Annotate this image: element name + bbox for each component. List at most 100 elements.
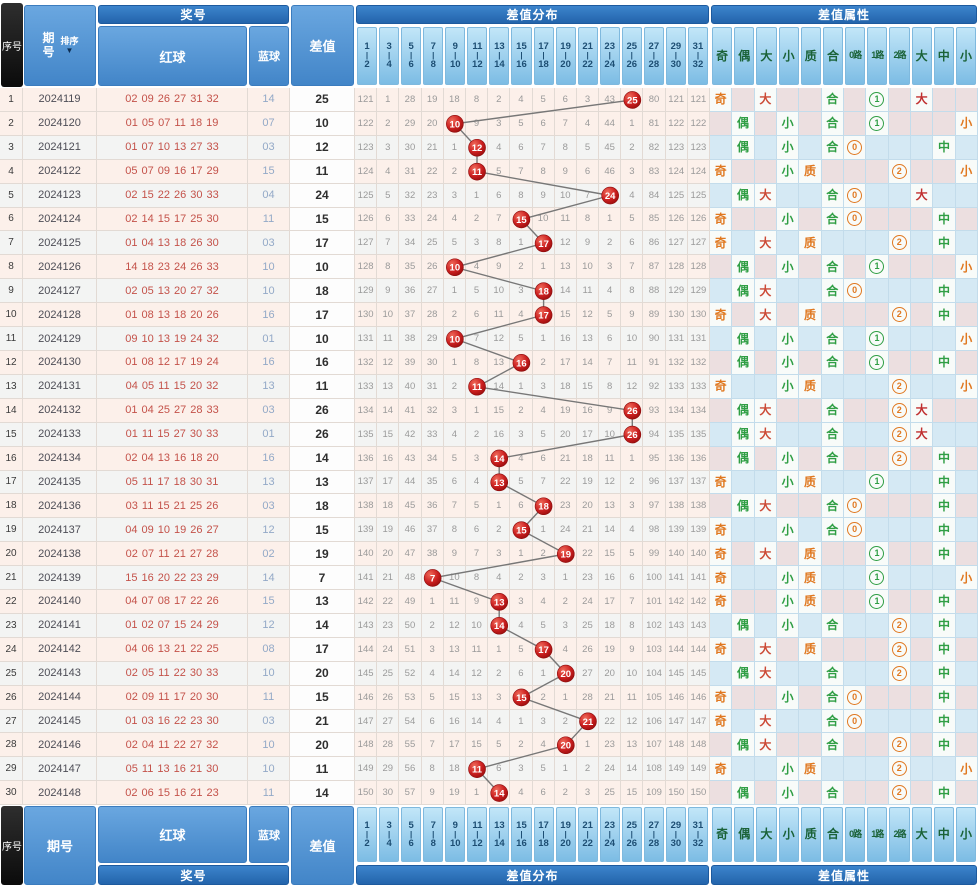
attribute-mark: 中 bbox=[937, 546, 950, 561]
attribute-mark: 0 bbox=[847, 689, 863, 705]
distribution-cell: 45 bbox=[599, 135, 622, 160]
distribution-cell: 101 bbox=[643, 590, 666, 614]
distribution-cell: 10 bbox=[465, 613, 489, 638]
attribute-cell bbox=[910, 207, 934, 232]
distribution-column-header: 7 | 8 bbox=[423, 27, 444, 85]
attribute-mark: 中 bbox=[937, 235, 950, 250]
attribute-cell: 2 bbox=[888, 757, 911, 782]
distribution-cell: 97 bbox=[643, 494, 666, 519]
red-ball-number: 12 bbox=[157, 356, 170, 369]
distribution-cell: 15 bbox=[443, 685, 466, 710]
red-balls-cell: 02 05 13 20 27 32 bbox=[97, 279, 248, 304]
attribute-cell bbox=[754, 135, 777, 160]
distribution-cell: 2 bbox=[443, 159, 466, 184]
red-ball-number: 17 bbox=[157, 475, 170, 488]
attribute-cell bbox=[933, 88, 956, 112]
period-cell: 2024121 bbox=[23, 135, 97, 160]
distribution-cell: 9 bbox=[443, 542, 466, 567]
distribution-cell: 1 bbox=[510, 374, 533, 399]
row-index-cell: 4 bbox=[0, 159, 23, 184]
distribution-cell: 92 bbox=[643, 374, 666, 399]
attribute-cell: 中 bbox=[933, 613, 956, 638]
red-ball-number: 16 bbox=[141, 571, 154, 584]
distribution-cell: 3 bbox=[532, 566, 555, 591]
distribution-cells: 142 22 49 1 11 9 3 4 2 24 17 7 101 142 142 bbox=[355, 590, 710, 614]
attribute-mark: 合 bbox=[826, 690, 839, 705]
attribute-cell: 奇 bbox=[710, 709, 733, 734]
distribution-column-header: 5 | 6 bbox=[401, 807, 422, 862]
red-ball-number: 04 bbox=[141, 404, 154, 417]
distribution-cell: 42 bbox=[399, 422, 422, 447]
attribute-cell bbox=[843, 422, 867, 447]
red-balls-cell: 05 11 17 18 30 31 bbox=[97, 470, 248, 495]
attribute-mark: 小 bbox=[960, 116, 973, 131]
row-index-cell: 6 bbox=[0, 207, 23, 232]
attribute-column-header: 2路 bbox=[889, 27, 910, 85]
attribute-mark: 2 bbox=[891, 617, 907, 633]
distribution-cell: 2 bbox=[488, 518, 511, 543]
attribute-cell bbox=[866, 518, 889, 543]
distribution-cell: 17 bbox=[377, 470, 400, 495]
distribution-cell: 1 bbox=[465, 781, 489, 806]
red-ball-number: 22 bbox=[190, 643, 203, 656]
attribute-cell: 中 bbox=[933, 207, 956, 232]
attribute-cell: 合 bbox=[821, 685, 844, 710]
column-header-red-balls: 红球 bbox=[98, 26, 247, 86]
distribution-cell: 16 bbox=[576, 398, 600, 423]
distribution-cell: 17 bbox=[443, 733, 466, 758]
red-ball-number: 06 bbox=[141, 786, 154, 799]
red-balls-cell: 05 11 13 16 21 30 bbox=[97, 757, 248, 782]
distribution-cell: 144 bbox=[665, 637, 688, 662]
attribute-cell bbox=[732, 542, 755, 567]
distribution-cell: 12 bbox=[554, 231, 577, 256]
distribution-cell: 8 bbox=[576, 207, 600, 232]
blue-ball-cell: 10 bbox=[248, 757, 290, 782]
distribution-cell: 31 bbox=[421, 374, 444, 399]
distribution-cell: 11 bbox=[576, 279, 600, 304]
attribute-cell bbox=[754, 255, 777, 280]
attribute-mark: 小 bbox=[781, 331, 794, 346]
red-ball-number: 27 bbox=[189, 547, 203, 560]
row-index-cell: 20 bbox=[0, 542, 23, 567]
attribute-cell bbox=[799, 327, 822, 351]
period-cell: 2024132 bbox=[23, 398, 97, 423]
attribute-cell bbox=[776, 303, 800, 328]
diff-value-cell: 15 bbox=[290, 207, 355, 232]
distribution-column-header: 31 | 32 bbox=[687, 27, 708, 85]
attribute-cell: 2 bbox=[888, 231, 911, 256]
row-index-cell: 9 bbox=[0, 279, 23, 304]
distribution-cell: 23 bbox=[421, 183, 444, 208]
attribute-cell: 偶 bbox=[732, 446, 755, 471]
distribution-cell: 133 bbox=[687, 374, 710, 399]
distribution-cell: 7 bbox=[377, 231, 400, 256]
distribution-cell: 4 bbox=[421, 661, 444, 686]
distribution-cell: 23 bbox=[554, 494, 577, 519]
table-row: 24 2024142 04 06 13 21 22 25 08 17 144 24 51 3 13 11 1 5 4… bbox=[0, 637, 978, 662]
attribute-mark: 奇 bbox=[714, 379, 727, 394]
table-row: 13 2024131 04 05 11 15 20 32 13 11 133 13 40 31 2 14 1 3 1… bbox=[0, 374, 978, 399]
distribution-cells: 128 8 35 26 4 9 2 1 13 10 3 7 87 128 128 bbox=[355, 255, 710, 280]
attribute-cell: 大 bbox=[754, 183, 777, 208]
attribute-cell bbox=[732, 566, 755, 591]
sort-control[interactable]: 排序 ▼ bbox=[60, 36, 78, 55]
attribute-cell bbox=[776, 422, 800, 447]
distribution-cell bbox=[554, 733, 577, 758]
period-cell: 2024123 bbox=[23, 183, 97, 208]
distribution-cell: 5 bbox=[510, 111, 533, 136]
attribute-column-headers: 奇偶大小质合 0路 1路 2路大中小 bbox=[711, 26, 977, 86]
attribute-cell: 中 bbox=[933, 542, 956, 567]
index-label: 序号 bbox=[2, 842, 22, 853]
blue-ball-cell: 15 bbox=[248, 159, 290, 184]
red-ball-number: 30 bbox=[206, 715, 219, 728]
distribution-cell: 123 bbox=[665, 135, 688, 160]
attribute-mark: 质 bbox=[803, 570, 816, 585]
red-balls-cell: 01 08 12 17 19 24 bbox=[97, 350, 248, 375]
distribution-cell: 9 bbox=[576, 231, 600, 256]
distribution-cell: 10 bbox=[576, 255, 600, 280]
red-ball-number: 17 bbox=[174, 356, 187, 369]
distribution-cell: 7 bbox=[532, 470, 555, 495]
distribution-cell: 2 bbox=[510, 255, 533, 280]
red-ball-number: 14 bbox=[141, 212, 154, 225]
